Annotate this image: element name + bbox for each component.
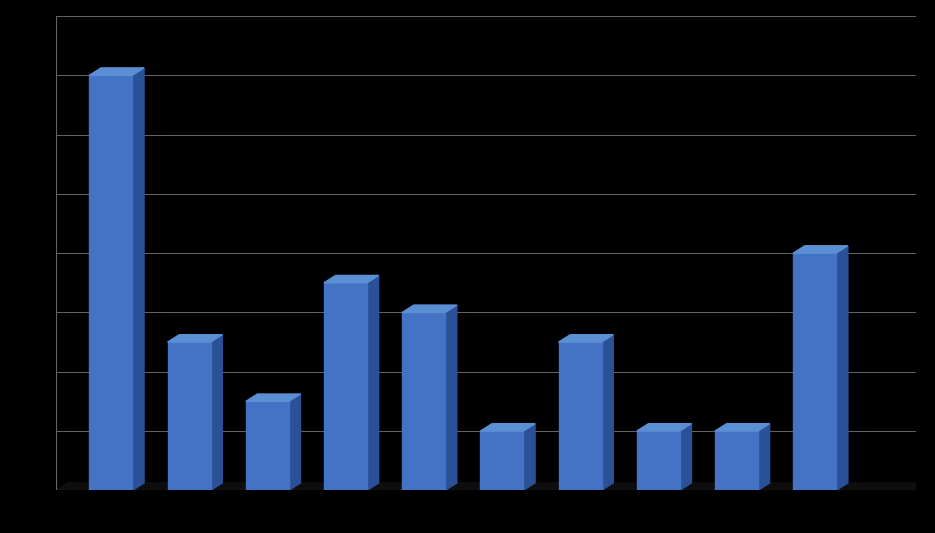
Polygon shape bbox=[324, 276, 379, 283]
Polygon shape bbox=[56, 483, 928, 490]
Bar bbox=[324, 283, 367, 490]
Polygon shape bbox=[558, 335, 613, 342]
Bar bbox=[715, 431, 758, 490]
Polygon shape bbox=[167, 335, 223, 342]
Polygon shape bbox=[524, 424, 535, 490]
Polygon shape bbox=[90, 68, 144, 75]
Polygon shape bbox=[445, 305, 457, 490]
Bar bbox=[246, 401, 289, 490]
Polygon shape bbox=[601, 335, 613, 490]
Polygon shape bbox=[836, 246, 848, 490]
Polygon shape bbox=[481, 424, 535, 431]
Polygon shape bbox=[402, 305, 457, 312]
Bar bbox=[481, 431, 524, 490]
Polygon shape bbox=[680, 424, 692, 490]
Bar bbox=[167, 342, 210, 490]
Polygon shape bbox=[637, 424, 692, 431]
Polygon shape bbox=[793, 246, 848, 253]
Bar bbox=[402, 312, 445, 490]
Polygon shape bbox=[246, 394, 300, 401]
Polygon shape bbox=[367, 276, 379, 490]
Polygon shape bbox=[289, 394, 300, 490]
Polygon shape bbox=[758, 424, 770, 490]
Bar bbox=[90, 75, 133, 490]
Polygon shape bbox=[210, 335, 223, 490]
Polygon shape bbox=[133, 68, 144, 490]
Bar bbox=[558, 342, 601, 490]
Bar bbox=[793, 253, 836, 490]
Polygon shape bbox=[715, 424, 770, 431]
Bar bbox=[637, 431, 680, 490]
